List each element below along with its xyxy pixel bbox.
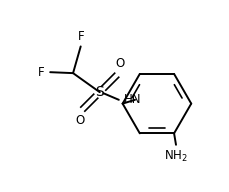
Text: F: F — [78, 30, 85, 43]
Text: O: O — [115, 57, 124, 70]
Text: F: F — [38, 66, 44, 79]
Text: HN: HN — [123, 93, 140, 106]
Text: O: O — [75, 114, 84, 127]
Text: NH$_2$: NH$_2$ — [163, 149, 187, 164]
Text: S: S — [95, 85, 104, 99]
